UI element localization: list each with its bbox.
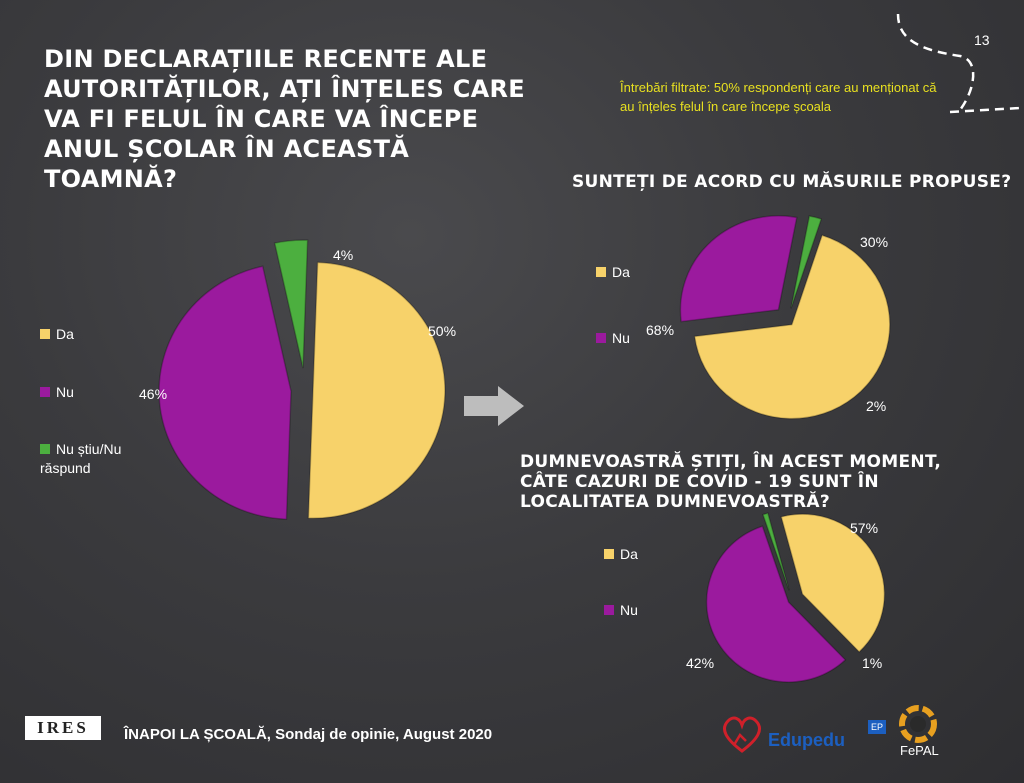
data-label: 68% [646, 322, 675, 338]
corner-decoration [896, 13, 1020, 114]
legend-swatch-da [40, 329, 50, 339]
legend-swatch-nu [596, 333, 606, 343]
chart-c-title: DUMNEVOASTRĂ ȘTIȚI, ÎN ACEST MOMENT, CÂT… [520, 452, 942, 512]
legend-swatch-nu-stiu [40, 444, 50, 454]
legend-swatch-da [596, 267, 606, 277]
data-label: 30% [860, 234, 889, 250]
fepal-logo [899, 705, 937, 743]
legend-item-nu-stiu: Nu știu/Nu răspund [40, 440, 150, 478]
footer-survey-text: ÎNAPOI LA ȘCOALĂ, Sondaj de opinie, Augu… [124, 726, 493, 743]
arrow-right-icon [464, 386, 524, 426]
pie-slice-nu [679, 215, 798, 323]
fepal-logo-text: FePAL [900, 743, 939, 758]
pie-slice-nu [158, 265, 292, 520]
legend-label: Nu [56, 384, 74, 400]
legend-item-da: Da [40, 326, 74, 342]
legend-item-nu: Nu [596, 330, 630, 346]
chart-b-title: SUNTEȚI DE ACORD CU MĂSURILE PROPUSE? [572, 172, 1012, 192]
legend-label: Da [612, 264, 630, 280]
filter-note: Întrebări filtrate: 50% respondenți care… [620, 80, 937, 114]
legend-label: Da [56, 326, 74, 342]
chart-c-pie [705, 512, 886, 683]
data-label: 4% [333, 247, 354, 263]
legend-item-da: Da [596, 264, 630, 280]
data-label: 2% [866, 398, 887, 414]
legend-label: Da [620, 546, 638, 562]
ep-badge: EP [868, 720, 886, 734]
data-label: 42% [686, 655, 715, 671]
legend-label: Nu știu/Nu răspund [40, 441, 122, 476]
data-label: 1% [862, 655, 883, 671]
pie-slice-nu-tiu-nu-r-spund [761, 512, 790, 591]
pie-slice-nu-tiu-nu-r-spund [273, 239, 309, 369]
ires-logo: IRES [25, 716, 101, 740]
pie-slice-da [780, 513, 886, 653]
legend-label: Nu [620, 602, 638, 618]
page-number: 13 [974, 32, 990, 48]
pie-slice-da [693, 234, 891, 420]
chart-a-pie [158, 239, 446, 520]
ires-logo-text: IRES [37, 718, 89, 737]
legend-item-nu: Nu [604, 602, 638, 618]
main-chart-title: DIN DECLARAȚIILE RECENTE ALE AUTORITĂȚIL… [44, 45, 525, 193]
legend-swatch-nu [40, 387, 50, 397]
edupedu-logo-text: Edupedu [768, 730, 845, 750]
data-label: 57% [850, 520, 879, 536]
edupedu-logo [723, 716, 761, 753]
pie-slice-da [307, 261, 446, 519]
data-label: 50% [428, 323, 457, 339]
legend-item-da: Da [604, 546, 638, 562]
chart-b-pie [679, 215, 891, 420]
pie-slice-nu [705, 525, 847, 683]
data-label: 46% [139, 386, 168, 402]
pie-slice-nu-tiu-nu-r-spund [790, 215, 823, 309]
legend-swatch-da [604, 549, 614, 559]
legend-label: Nu [612, 330, 630, 346]
legend-swatch-nu [604, 605, 614, 615]
legend-item-nu: Nu [40, 384, 74, 400]
